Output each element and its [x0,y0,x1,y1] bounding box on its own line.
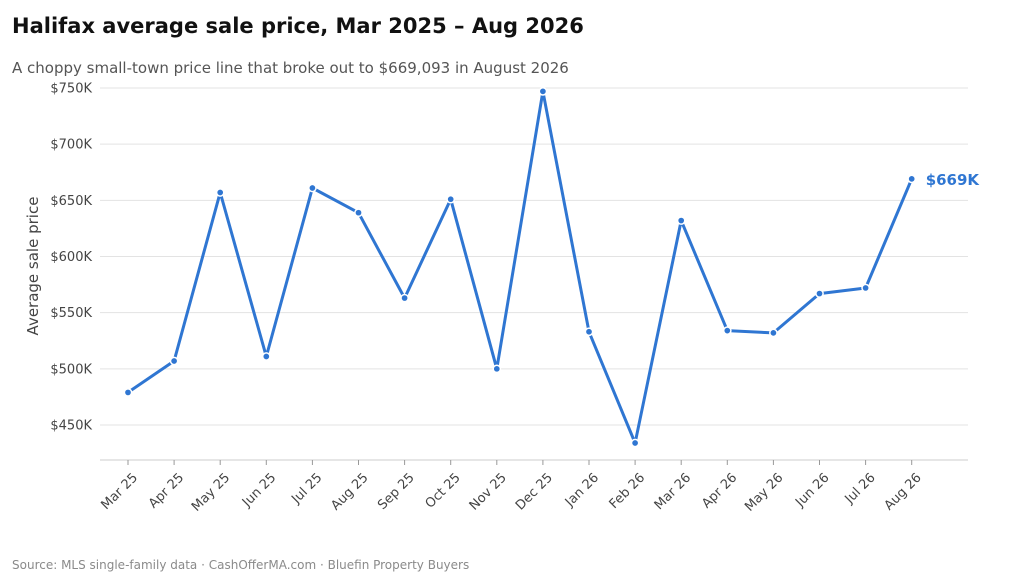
x-tick-label: Jul 26 [842,470,879,507]
data-series [123,87,917,448]
x-tick-label: May 26 [742,470,786,514]
data-point [722,326,732,335]
data-point [123,388,133,397]
price-line [126,89,914,445]
x-tick-label: Mar 26 [652,470,695,513]
x-tick-label: Oct 25 [423,470,464,511]
data-point [492,364,502,374]
data-point [400,293,409,303]
chart-subtitle: A choppy small-town price line that brok… [12,59,569,77]
data-point [769,328,778,338]
data-point [446,194,456,204]
x-tick-label: Jun 25 [239,470,279,510]
y-tick-label: $700K [50,138,92,153]
x-tick-label: Nov 25 [467,470,510,513]
x-tick-label: Apr 26 [699,470,740,511]
x-tick-label: Jun 26 [792,470,832,510]
x-tick-label: May 25 [189,470,233,514]
y-axis-label: Average sale price [24,197,42,336]
y-tick-label: $450K [50,419,92,434]
x-tick-label: Sep 25 [375,470,418,513]
data-point [584,327,594,337]
data-point [630,438,640,448]
x-tick-label: Feb 26 [607,470,649,512]
x-tick-label: Apr 25 [146,470,187,511]
y-tick-label: $550K [50,306,92,321]
end-value-label: $669K [926,171,981,189]
y-tick-label: $750K [50,82,92,97]
x-tick-label: Aug 25 [328,470,371,513]
data-point [538,87,548,96]
data-point [261,352,271,361]
data-point [308,183,317,193]
data-point [354,208,363,218]
data-point [907,174,917,184]
y-tick-label: $650K [50,194,92,209]
x-tick-label: Mar 25 [98,470,141,513]
x-tick-label: Jul 25 [288,470,325,507]
source-note: Source: MLS single-family data · CashOff… [12,558,470,572]
x-tick-label: Jan 26 [562,470,602,510]
data-point [169,356,179,366]
data-point [861,283,870,293]
y-tick-label: $600K [50,250,92,265]
x-tick-label: Aug 26 [882,470,925,513]
data-point [815,289,824,298]
x-tick-label: Dec 25 [513,470,556,513]
y-tick-label: $500K [50,362,92,377]
data-point [676,216,686,225]
chart-title: Halifax average sale price, Mar 2025 – A… [12,14,584,38]
data-point [215,188,225,197]
